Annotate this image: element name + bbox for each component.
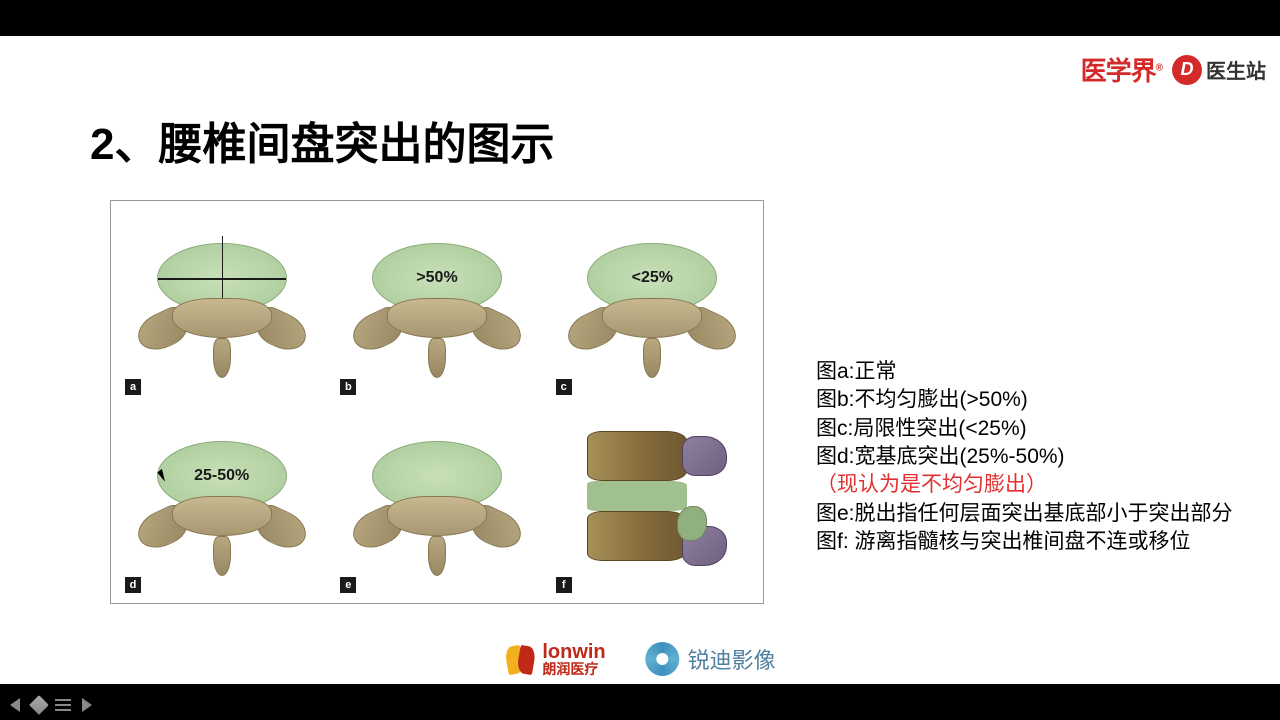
ruidi-swirl-icon (646, 642, 680, 676)
logo-yixuejie-text: 医学界 (1081, 56, 1156, 86)
lat-vertebra-upper (587, 431, 687, 481)
slide-title: 2、腰椎间盘突出的图示 (90, 108, 554, 172)
logo-ruidi: 锐迪影像 (646, 642, 776, 676)
legend-line-c: 图c:局限性突出(<25%) (816, 415, 1256, 443)
legend-line-e: 图e:脱出指任何层面突出基底部小于突出部分 (816, 500, 1256, 528)
lat-process-upper (682, 436, 727, 476)
bone-main (387, 496, 487, 536)
arrow-right-icon (82, 698, 92, 712)
diagram-cell-a: a (115, 205, 328, 401)
cell-label-b: b (340, 379, 356, 395)
menu-button[interactable] (54, 696, 72, 714)
next-button[interactable] (78, 696, 96, 714)
vertebra-body-e (347, 496, 527, 576)
cross-v (222, 236, 224, 304)
vertebra-body-d (132, 496, 312, 576)
letterbox-top (0, 0, 1280, 36)
arrow-left-icon (10, 698, 20, 712)
lat-vertebra-lower (587, 511, 687, 561)
lonwin-en: lonwin (542, 642, 605, 662)
bone-main (387, 298, 487, 338)
bone-spine (428, 536, 446, 576)
vertebra-c: <25% (562, 233, 742, 373)
cell-label-f: f (556, 577, 572, 593)
legend-line-f: 图f: 游离指髓核与突出椎间盘不连或移位 (816, 528, 1256, 556)
bone-main (172, 496, 272, 536)
vertebra-e (347, 431, 527, 571)
footer-logo-group: lonwin 朗润医疗 锐迪影像 (504, 642, 775, 676)
logo-ysz-badge: D (1172, 55, 1202, 85)
bone-spine (213, 536, 231, 576)
legend-line-d-note: （现认为是不均匀膨出） (816, 471, 1256, 499)
diagram-cell-f: f (546, 403, 759, 599)
diagram-cell-b: >50% b (330, 205, 543, 401)
nav-controls (6, 696, 96, 714)
disc-c-text: <25% (632, 269, 673, 287)
lonwin-cn: 朗润医疗 (542, 662, 605, 676)
pen-icon (29, 695, 49, 715)
vertebra-d: 25-50% (132, 431, 312, 571)
cell-label-c: c (556, 379, 572, 395)
logo-yixuejie-sup: ® (1156, 62, 1162, 73)
lonwin-icon (504, 642, 536, 676)
cell-label-d: d (125, 577, 141, 593)
bone-spine (643, 338, 661, 378)
pen-button[interactable] (30, 696, 48, 714)
bone-main (602, 298, 702, 338)
lat-disc (587, 481, 687, 511)
disc-b-text: >50% (416, 269, 457, 287)
diagram-grid: a >50% b <25% (110, 200, 764, 604)
vertebra-a (132, 233, 312, 373)
legend-line-d: 图d:宽基底突出(25%-50%) (816, 443, 1256, 471)
logo-yixuejie: 医学界® (1081, 51, 1162, 88)
logo-ysz-text: 医生站 (1206, 55, 1266, 84)
menu-icon (55, 699, 71, 711)
logo-lonwin: lonwin 朗润医疗 (504, 642, 605, 676)
bone-spine (213, 338, 231, 378)
legend-line-b: 图b:不均匀膨出(>50%) (816, 386, 1256, 414)
vertebra-body-a (132, 298, 312, 378)
legend-block: 图a:正常 图b:不均匀膨出(>50%) 图c:局限性突出(<25%) 图d:宽… (816, 358, 1256, 556)
lonwin-text-group: lonwin 朗润医疗 (542, 642, 605, 676)
vertebra-lateral-f (572, 426, 732, 576)
header-logo-group: 医学界® D 医生站 (1081, 51, 1266, 88)
bone-spine (428, 338, 446, 378)
disc-d-text: 25-50% (194, 467, 249, 485)
cursor-icon (160, 468, 172, 484)
prev-button[interactable] (6, 696, 24, 714)
vertebra-b: >50% (347, 233, 527, 373)
cell-label-e: e (340, 577, 356, 593)
diagram-cell-e: e (330, 403, 543, 599)
logo-yishengzhan: D 医生站 (1172, 55, 1266, 85)
diagram-cell-d: 25-50% d (115, 403, 328, 599)
bone-main (172, 298, 272, 338)
ruidi-text: 锐迪影像 (688, 643, 776, 675)
letterbox-bottom (0, 684, 1280, 720)
legend-line-a: 图a:正常 (816, 358, 1256, 386)
vertebra-body-c (562, 298, 742, 378)
leaf-icon (516, 645, 537, 675)
diagram-cell-c: <25% c (546, 205, 759, 401)
vertebra-body-b (347, 298, 527, 378)
cell-label-a: a (125, 379, 141, 395)
slide-content: 医学界® D 医生站 2、腰椎间盘突出的图示 a (0, 36, 1280, 684)
